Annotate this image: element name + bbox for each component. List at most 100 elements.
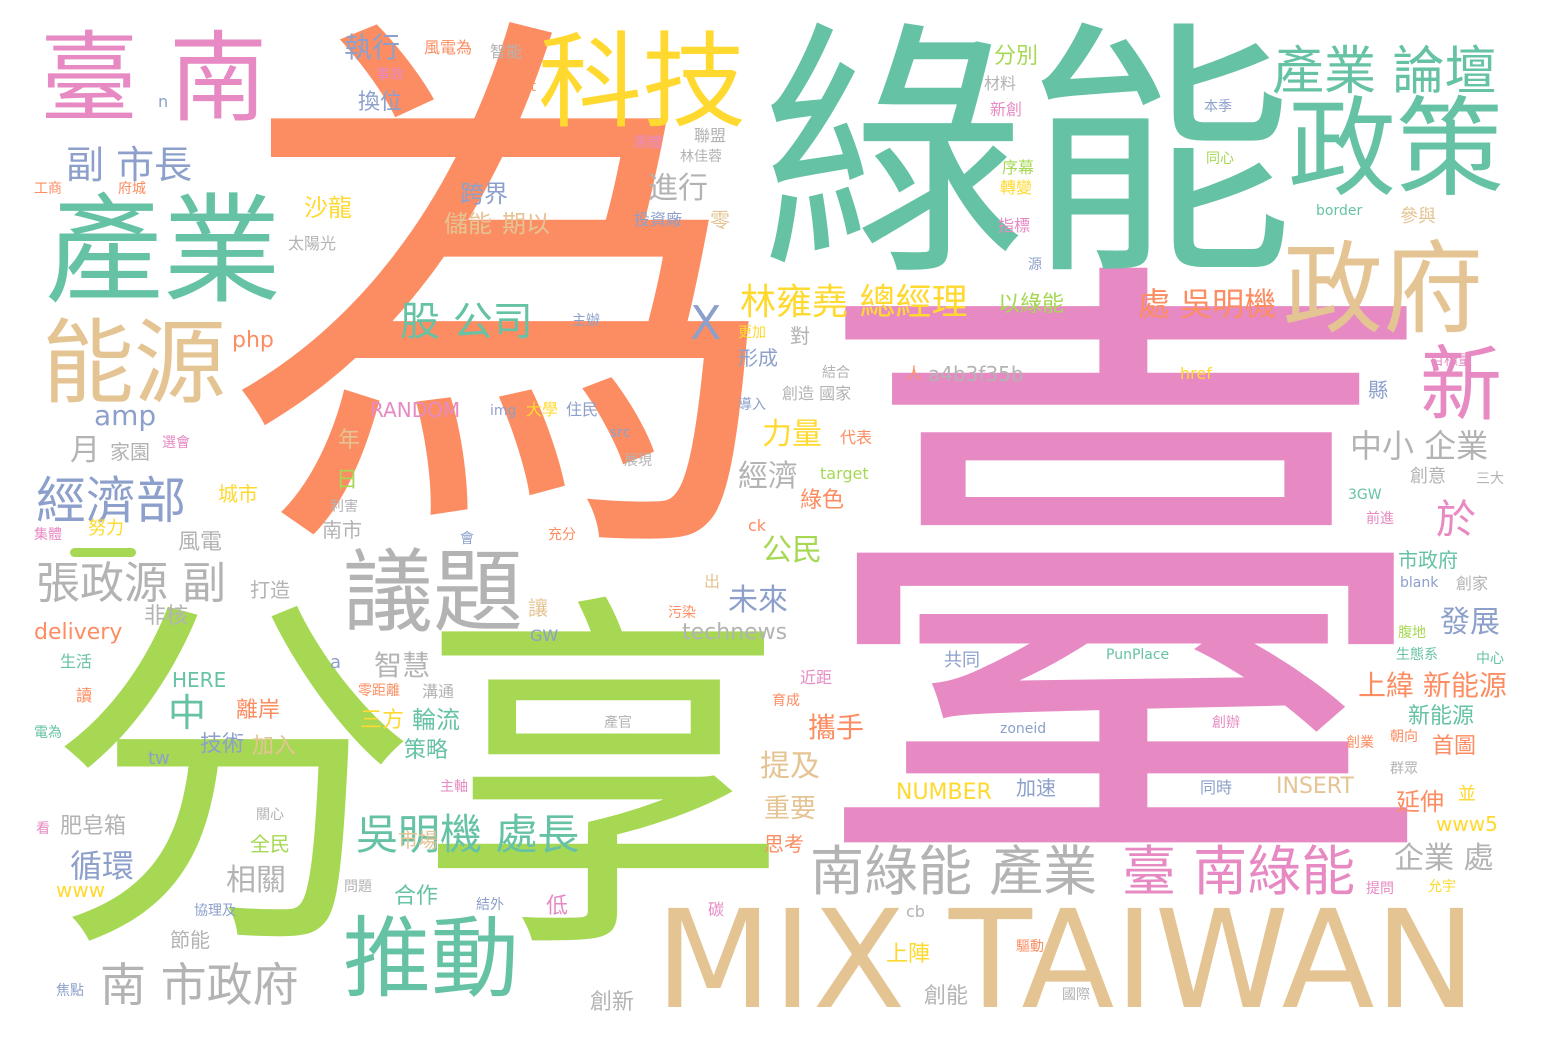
word-fengdian: 風電: [178, 530, 223, 555]
word-nanshi: 南市: [322, 518, 362, 542]
word-xian: 縣: [1368, 378, 1388, 402]
word-zhibiao: 指標: [998, 216, 1031, 235]
word-chuangzao-guojia: 創造 國家: [782, 384, 852, 403]
word-nuli: 努力: [88, 518, 124, 539]
word-tiji: 提及: [760, 749, 820, 784]
word-yunyu: 允宇: [1428, 879, 1456, 895]
word-wuran: 污染: [668, 605, 696, 621]
word-gw: GW: [530, 626, 559, 645]
word-linjiarong: 林佳蓉: [680, 149, 722, 165]
word-insert: INSERT: [1276, 774, 1354, 799]
word-zhuanbian: 轉變: [1000, 178, 1033, 197]
word-zhumin: 住民: [566, 400, 599, 419]
word-tongshi: 同時: [1200, 778, 1233, 797]
word-minsheng: 民生: [428, 455, 456, 471]
word-tw: tw: [148, 748, 170, 769]
word-fazhan: 發展: [1440, 605, 1500, 640]
word-blank: blank: [1400, 575, 1439, 591]
word-x: X: [690, 296, 722, 350]
word-daoru: 導入: [738, 397, 766, 413]
word-technews: technews: [682, 620, 788, 645]
word-mix-taiwan: MIX TAIWAN: [655, 882, 1477, 1040]
word-sikao: 思考: [764, 832, 804, 856]
word-chanye-luntan: 產業 論壇: [1272, 42, 1497, 102]
word-gongtong: 共同: [944, 650, 980, 671]
word-fengdianwei: 風電為: [424, 38, 473, 57]
word-jingjibu: 經濟部: [36, 472, 186, 530]
word-jishu: 技術: [200, 732, 245, 757]
word-xin: 新: [1420, 338, 1503, 433]
word-xinnengyuan: 新能源: [1408, 704, 1475, 729]
word-yuan: 源: [1028, 257, 1042, 273]
word-tan: 碳: [708, 900, 725, 919]
word-yiti: 議題: [343, 540, 523, 645]
word-chongfen: 充分: [548, 527, 576, 543]
word-chaoxiang: 朝向: [1390, 729, 1418, 745]
word-alt: alt: [518, 79, 536, 95]
word-sanda: 三大: [1476, 471, 1504, 487]
word-qiyi: 期以: [502, 210, 550, 238]
word-ling: 零: [710, 208, 730, 232]
word-href: href: [1180, 364, 1212, 383]
word-yucheng: 育成: [772, 693, 800, 709]
word-touzichang: 投資廠: [634, 210, 683, 229]
word-delivery: delivery: [34, 620, 123, 645]
word-jingji: 經濟: [738, 459, 798, 494]
word-di: 低: [546, 894, 569, 919]
word-lianmeng: 聯盟: [694, 126, 727, 145]
word-fudi: 腹地: [1398, 625, 1426, 641]
word-punplace: PunPlace: [1106, 647, 1170, 663]
word-dianwei: 電為: [34, 725, 62, 741]
word-nan-shizhengfu: 南 市政府: [100, 958, 299, 1012]
word-amp: amp: [94, 399, 157, 432]
word-tai: 臺: [805, 212, 1445, 957]
word-zhineng: 智能: [490, 42, 523, 61]
word-fenxiang: 分享: [48, 568, 788, 998]
word-cailiao: 材料: [984, 74, 1017, 93]
word-qunzhong: 群眾: [1390, 761, 1418, 777]
word-chuangban: 創辦: [1212, 715, 1240, 731]
word-sanfang: 三方: [360, 708, 405, 733]
word-xunhuan: 循環: [70, 847, 135, 885]
word-goutong: 溝通: [422, 682, 455, 701]
word-zhengfu: 政府: [1283, 231, 1483, 348]
word-xieshou: 攜手: [808, 711, 865, 744]
word-zhong: 中: [168, 691, 207, 735]
word-fushizhang: 副 市長: [66, 143, 193, 187]
word-canyu: 參與: [1400, 206, 1436, 227]
word-qianjin: 前進: [1366, 511, 1394, 527]
word-tongxin: 同心: [1206, 151, 1234, 167]
word-zhuzhou: 主軸: [440, 779, 468, 795]
word-lingjuli: 零距離: [358, 683, 400, 699]
word-fucheng: 府城: [118, 181, 146, 197]
word-lvse: 綠色: [800, 488, 845, 513]
word-jinxing: 進行: [648, 171, 708, 206]
word-mubiaoliang: 目標量: [1430, 353, 1472, 369]
word-yanshen: 延伸: [1396, 788, 1444, 816]
word-chuangxin: 創新: [590, 990, 635, 1015]
word-number: NUMBER: [896, 780, 992, 805]
word-qiye-chu: 企業 處: [1394, 841, 1494, 876]
word-zoneid: zoneid: [1000, 721, 1047, 737]
word-yu: 於: [1436, 497, 1476, 543]
word-tiwen: 提問: [1366, 881, 1394, 897]
word-zhongxin: 中心: [1476, 651, 1504, 667]
word-huanwei: 換位: [358, 90, 403, 115]
word-jieneng: 節能: [170, 928, 210, 952]
word-zhangzhengyuan: 張政源 副: [36, 558, 226, 609]
word-daxue: 大學: [526, 400, 559, 419]
word-wei: 為: [225, 0, 785, 626]
word-hui: 會: [460, 531, 474, 547]
word-border: border: [1316, 203, 1363, 219]
word-yue: 月: [70, 433, 100, 468]
word-ri: 日: [336, 468, 359, 493]
word-zhongyao: 重要: [764, 794, 817, 824]
word-gongmin: 公民: [762, 533, 822, 568]
word-zhengce: 政策: [1288, 87, 1505, 212]
word-yilyuneng: 以綠能: [998, 292, 1065, 317]
word-www: www: [56, 878, 106, 902]
word-kan: 看: [36, 821, 50, 837]
word-changuan: 產官: [604, 715, 632, 731]
word-zhanxian: 展現: [624, 453, 652, 469]
word-dui: 對: [790, 324, 810, 348]
